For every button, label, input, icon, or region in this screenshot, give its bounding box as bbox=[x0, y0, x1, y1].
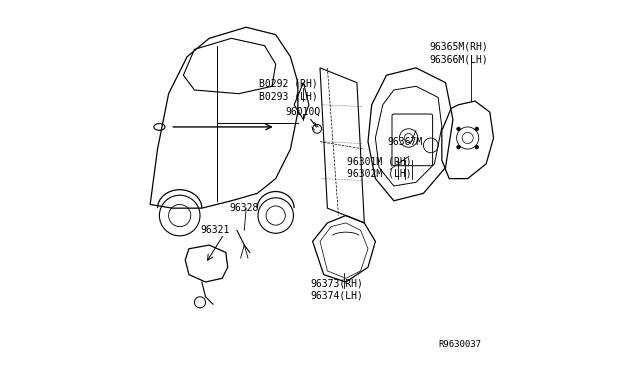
Text: 96373(RH)
96374(LH): 96373(RH) 96374(LH) bbox=[310, 278, 363, 301]
Text: 96328: 96328 bbox=[230, 203, 259, 213]
Circle shape bbox=[457, 145, 460, 149]
Text: 96321: 96321 bbox=[200, 225, 230, 235]
Circle shape bbox=[475, 145, 479, 149]
Text: R9630037: R9630037 bbox=[439, 340, 482, 349]
Text: 96301M (RH)
96302M (LH): 96301M (RH) 96302M (LH) bbox=[347, 156, 412, 179]
Text: 96365M(RH)
96366M(LH): 96365M(RH) 96366M(LH) bbox=[429, 42, 488, 64]
Circle shape bbox=[457, 127, 460, 131]
Circle shape bbox=[475, 127, 479, 131]
Text: B0292 (RH)
B0293 (LH): B0292 (RH) B0293 (LH) bbox=[259, 79, 318, 101]
Text: 96010Q: 96010Q bbox=[285, 107, 321, 117]
Text: 96367M: 96367M bbox=[387, 137, 422, 147]
